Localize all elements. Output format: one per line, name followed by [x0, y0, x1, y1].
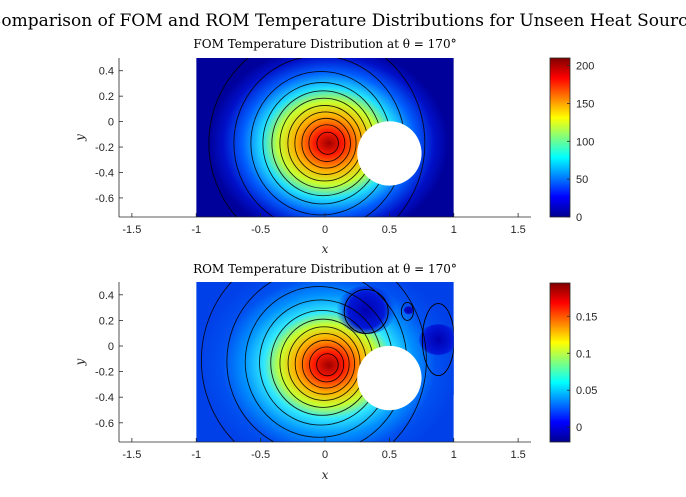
x-tick-label: -0.5	[251, 449, 270, 461]
colorbar-tick-label: 100	[576, 136, 594, 148]
colorbar-tick-label: 0.05	[576, 385, 597, 397]
colorbar-tick-label: 200	[576, 61, 594, 73]
panel-title: FOM Temperature Distribution at θ = 170°	[193, 37, 456, 51]
y-tick-label: -0.4	[95, 167, 114, 179]
y-tick-label: 0	[108, 341, 114, 353]
y-tick-label: -0.2	[95, 367, 114, 379]
x-axis-label: x	[322, 468, 329, 482]
contour-line	[294, 333, 356, 395]
x-tick-label: 1.5	[510, 224, 525, 236]
x-tick-label: -0.5	[251, 224, 270, 236]
cold-region	[336, 286, 397, 335]
x-tick-label: 1	[451, 449, 457, 461]
contour-line	[316, 131, 339, 155]
heat-source-hotspot	[198, 282, 454, 442]
contour-line	[208, 58, 426, 217]
contour-line	[400, 301, 414, 321]
y-tick-label: -0.4	[95, 392, 114, 404]
contour-line	[301, 339, 350, 389]
x-axis-label: x	[322, 242, 329, 256]
y-tick-label: 0.2	[99, 91, 114, 103]
hole	[357, 345, 422, 411]
y-axis-label: y	[73, 358, 87, 366]
panel-title: ROM Temperature Distribution at θ = 170°	[193, 262, 457, 276]
y-tick-label: 0	[108, 117, 114, 129]
contour-line	[308, 124, 346, 163]
colorbar-tick-label: 50	[576, 174, 588, 186]
y-axis-label: y	[73, 134, 87, 142]
x-tick-label: -1	[191, 224, 201, 236]
y-tick-label: -0.2	[95, 142, 114, 154]
x-tick-label: 1.5	[510, 449, 525, 461]
colorbar-tick-label: 0.15	[576, 311, 597, 323]
y-tick-label: 0.2	[99, 315, 114, 327]
contour-line	[309, 346, 345, 383]
colorbar-tick-label: 0	[576, 212, 582, 224]
colorbar	[549, 282, 571, 443]
x-tick-label: 0.5	[382, 224, 397, 236]
x-tick-label: -1	[191, 449, 201, 461]
hole	[357, 121, 422, 186]
panel-fom: -1.5 -1 -0.5 0 0.5 1 1.5 0.4 0.2 0 -0.2 -0.4 -0.6 x y F…	[73, 37, 594, 256]
colorbar-tick-label: 0	[576, 422, 582, 434]
y-tick-label: 0.4	[99, 66, 114, 78]
x-tick-label: 0.5	[382, 449, 397, 461]
contour-line	[200, 282, 427, 442]
x-tick-label: -1.5	[122, 224, 141, 236]
x-tick-label: 1	[451, 224, 457, 236]
y-tick-label: 0.4	[99, 290, 114, 302]
y-tick-label: -0.6	[95, 418, 114, 430]
cold-region	[419, 324, 454, 355]
contour-line	[301, 117, 351, 169]
colorbar-tick-label: 150	[576, 98, 594, 110]
contour-line	[287, 326, 361, 401]
contour-line	[343, 288, 389, 334]
panel-rom: -1.5 -1 -0.5 0 0.5 1 1.5 0.4 0.2 0 -0.2 -0.4 -0.6 x y R…	[73, 262, 597, 482]
figure-suptitle: Comparison of FOM and ROM Temperature Di…	[0, 11, 686, 31]
contour-line	[316, 353, 339, 377]
contour-line	[421, 303, 454, 377]
cold-region	[403, 306, 414, 314]
contour-line	[294, 111, 357, 175]
colorbar	[549, 57, 571, 218]
x-tick-label: 0	[322, 449, 328, 461]
x-tick-label: -1.5	[122, 449, 141, 461]
y-tick-label: -0.6	[95, 193, 114, 205]
x-tick-label: 0	[322, 224, 328, 236]
colorbar-tick-label: 0.1	[576, 348, 591, 360]
temperature-field	[196, 282, 454, 442]
